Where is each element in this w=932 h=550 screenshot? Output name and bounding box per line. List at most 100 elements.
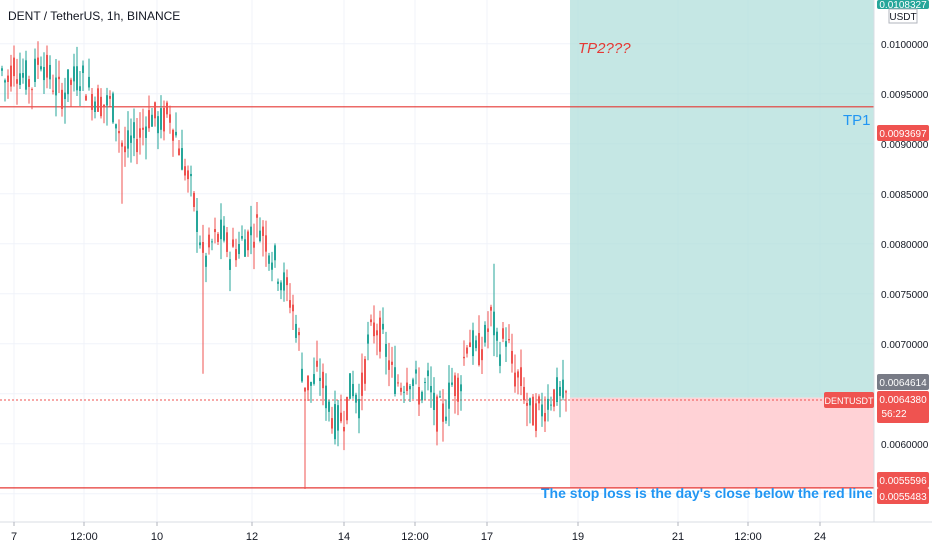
low-level-label-text: 0.0055483: [879, 492, 927, 503]
tp1-level-label: 0.0093697: [877, 125, 929, 141]
candle-body: [355, 394, 357, 403]
candle-body: [58, 76, 60, 80]
candle-body: [100, 96, 102, 117]
price-tick-label: 0.0090000: [881, 140, 929, 151]
stop-zone[interactable]: [570, 397, 874, 488]
candle-body: [187, 170, 189, 180]
candle-body: [112, 93, 114, 123]
candle-body: [13, 57, 15, 77]
candle-body: [517, 371, 519, 378]
candle-body: [559, 386, 561, 396]
candle-body: [541, 404, 543, 417]
tp1-annotation[interactable]: TP1: [843, 112, 871, 129]
candle-body: [505, 341, 507, 347]
candle-body: [313, 374, 315, 384]
candle-body: [235, 249, 237, 261]
candle-body: [307, 375, 309, 391]
candle-body: [298, 332, 300, 336]
stop-level-label-bg: [877, 472, 929, 488]
tp1-level-label-text: 0.0093697: [879, 129, 927, 140]
candle-body: [196, 210, 198, 232]
tp1-level-label-bg: [877, 125, 929, 141]
candle-body: [19, 73, 21, 85]
candle-body: [454, 375, 456, 397]
candle-body: [328, 401, 330, 412]
last-price-label-bg: [877, 391, 929, 423]
low-level-label: 0.0055483: [877, 488, 929, 504]
candle-body: [139, 128, 141, 138]
time-tick-label: 12:00: [70, 531, 98, 543]
candle-body: [280, 282, 282, 291]
target-top-label-text: 0.0108327: [879, 0, 927, 11]
candle-body: [109, 95, 111, 99]
candle-body: [7, 75, 9, 83]
candle-body: [430, 385, 432, 393]
candle-body: [118, 130, 120, 134]
candle-body: [406, 382, 408, 392]
candle-body: [40, 66, 42, 70]
candle-body: [76, 66, 78, 91]
candle-body: [46, 54, 48, 78]
candle-body: [487, 328, 489, 332]
last-price-label-text: 0.0064380: [879, 395, 927, 406]
candle-body: [289, 300, 291, 308]
candle-body: [256, 214, 258, 218]
candle-body: [529, 398, 531, 406]
candle-body: [397, 382, 399, 384]
low-level-label-bg: [877, 488, 929, 504]
price-axis[interactable]: 0.01050000.01000000.00950000.00900000.00…: [873, 0, 929, 522]
candle-body: [451, 382, 453, 385]
candle-body: [190, 173, 192, 177]
candle-body: [499, 354, 501, 366]
candle-body: [43, 66, 45, 81]
target-zone[interactable]: [570, 0, 874, 398]
candle-body: [10, 65, 12, 87]
candle-body: [88, 76, 90, 88]
price-tick-label: 0.0100000: [881, 40, 929, 51]
candle-body: [28, 79, 30, 87]
candle-body: [349, 373, 351, 399]
candle-body: [67, 69, 69, 95]
candle-body: [475, 340, 477, 349]
candle-body: [481, 349, 483, 361]
candle-body: [373, 322, 375, 337]
candle-body: [322, 371, 324, 389]
candle-body: [562, 379, 564, 398]
price-tick-label: 0.0085000: [881, 190, 929, 201]
candle-body: [547, 398, 549, 410]
candle-body: [142, 127, 144, 130]
entry-level-label-bg: [877, 374, 929, 390]
candle-body: [367, 334, 369, 344]
candle-body: [124, 146, 126, 153]
candle-body: [223, 225, 225, 241]
candle-body: [403, 391, 405, 393]
candle-body: [94, 101, 96, 112]
time-tick-label: 12: [246, 531, 258, 543]
tp2-annotation[interactable]: TP2???: [578, 40, 631, 57]
currency-label: USDT: [888, 8, 918, 24]
candle-body: [334, 404, 336, 440]
candle-body: [421, 391, 423, 401]
candle-body: [31, 89, 33, 91]
candle-body: [148, 110, 150, 129]
candle-body: [340, 412, 342, 422]
candle-body: [184, 166, 186, 176]
candle-body: [361, 372, 363, 396]
candle-body: [304, 387, 306, 392]
last-symbol-label-text: DENTUSDT: [825, 396, 875, 406]
candle-body: [229, 259, 231, 270]
candle-body: [514, 372, 516, 387]
candle-body: [208, 234, 210, 248]
candle-body: [217, 233, 219, 242]
time-tick-label: 19: [572, 531, 584, 543]
symbol-title[interactable]: DENT / TetherUS, 1h, BINANCE: [8, 9, 181, 23]
candle-body: [316, 360, 318, 367]
candle-body: [268, 255, 270, 264]
time-axis[interactable]: 7 12:00 10 12 14 12:00 17 19 21 12:00 24: [0, 521, 932, 543]
target-top-label-bg: [877, 0, 929, 9]
candle-body: [55, 77, 57, 96]
candle-body: [472, 330, 474, 357]
candle-body: [175, 131, 177, 136]
stop-loss-annotation[interactable]: The stop loss is the day's close below t…: [541, 485, 873, 501]
